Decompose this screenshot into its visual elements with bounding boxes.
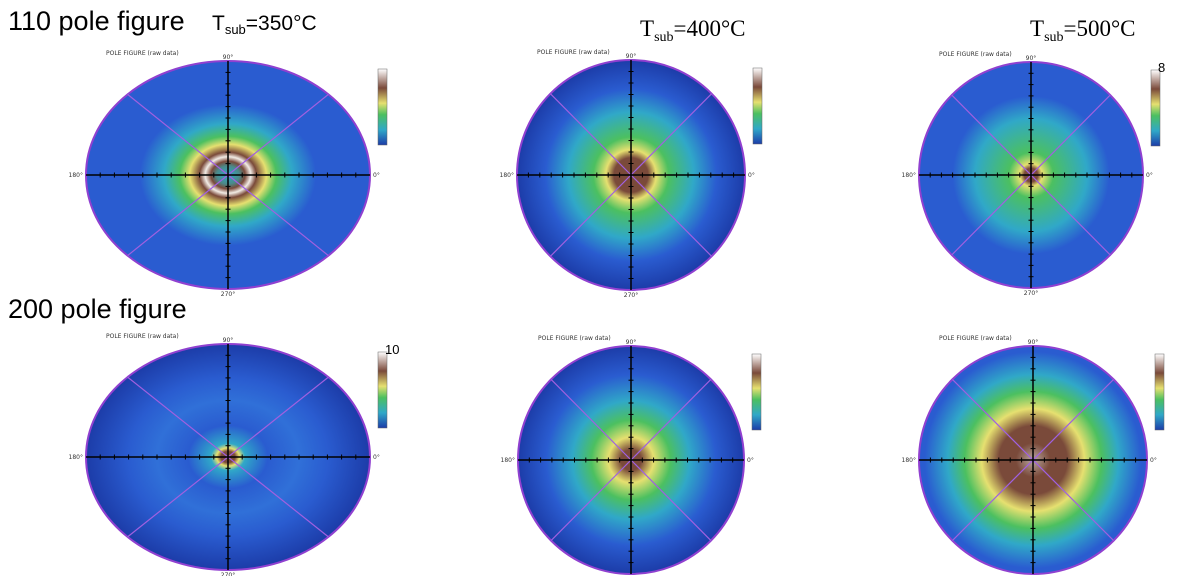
row-title: 200 pole figure [8, 294, 187, 324]
colorbar [1154, 353, 1165, 431]
colorbar [1150, 69, 1161, 147]
condition-label: Tsub=350°C [212, 12, 317, 37]
panel-header: POLE FIGURE (raw data) [106, 50, 179, 57]
angle-label: 270° [221, 572, 235, 576]
angle-label: 90° [626, 339, 637, 346]
colorbar-max-label: 8 [1158, 60, 1165, 75]
panel-header: POLE FIGURE (raw data) [106, 333, 179, 340]
panel-header: POLE FIGURE (raw data) [537, 49, 610, 56]
angle-label: 180° [500, 172, 514, 179]
colorbar [752, 67, 763, 145]
panel-header: POLE FIGURE (raw data) [538, 335, 611, 342]
panel-header: POLE FIGURE (raw data) [939, 51, 1012, 58]
angle-label: 270° [221, 291, 235, 298]
angle-label: 90° [223, 337, 234, 344]
colorbar [377, 68, 388, 146]
angle-label: 0° [373, 454, 380, 461]
angle-label: 90° [1026, 55, 1037, 62]
colorbar [377, 351, 388, 429]
row-title: 110 pole figure [8, 6, 185, 36]
angle-label: 0° [373, 172, 380, 179]
angle-label: 180° [902, 172, 916, 179]
angle-label: 0° [1150, 457, 1157, 464]
angle-label: 270° [624, 292, 638, 299]
condition-label: Tsub=400°C [640, 16, 746, 45]
pole-figure-panel: POLE FIGURE (raw data) 90° 270° 180° 0° [69, 50, 388, 298]
angle-label: 180° [902, 457, 916, 464]
pole-figure-panel: POLE FIGURE (raw data)90°270°180°0° [902, 335, 1165, 575]
angle-label: 180° [69, 454, 83, 461]
angle-label: 90° [223, 54, 234, 61]
angle-label: 180° [501, 457, 515, 464]
angle-label: 0° [748, 172, 755, 179]
pole-figure-panel: POLE FIGURE (raw data)90°270°180°0° [501, 335, 762, 575]
angle-label: 180° [69, 172, 83, 179]
colorbar-max-label: 10 [385, 342, 399, 357]
angle-label: 0° [1146, 172, 1153, 179]
angle-label: 270° [1024, 290, 1038, 297]
angle-label: 90° [626, 53, 637, 60]
pole-figure-panel: POLE FIGURE (raw data) 90° 270° 180° 0° 8 [902, 51, 1166, 297]
colorbar [751, 353, 762, 431]
pole-figure-panel: POLE FIGURE (raw data) 90° 270° 180° 0° [500, 49, 763, 299]
condition-label: Tsub=500°C [1030, 16, 1136, 45]
pole-figure-panel: POLE FIGURE (raw data) 90° 270° 180° 0° 10 [69, 333, 400, 576]
angle-label: 90° [1028, 339, 1039, 346]
angle-label: 0° [747, 457, 754, 464]
panel-header: POLE FIGURE (raw data) [939, 335, 1012, 342]
